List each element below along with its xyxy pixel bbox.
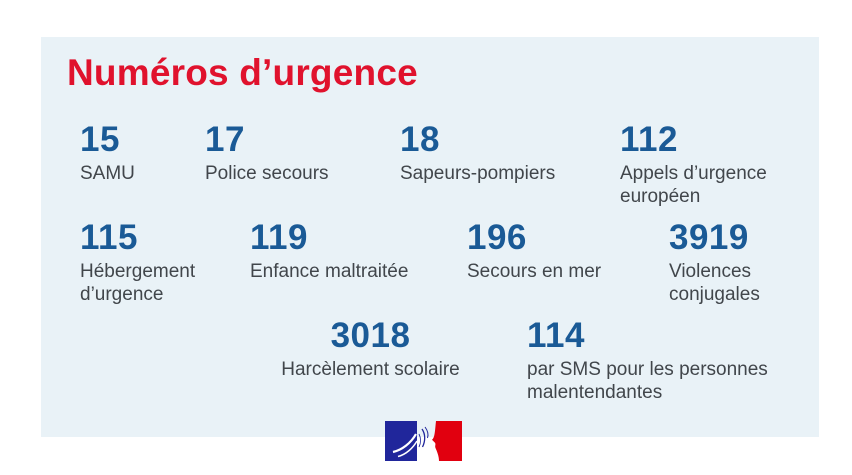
emergency-number: 115 [80,218,138,257]
emergency-number: 18 [400,120,440,159]
french-republic-logo [385,421,462,461]
emergency-number: 3018 [330,316,411,355]
emergency-label: Police secours [205,163,329,184]
emergency-item-enfance: 119 Enfance maltraitée [250,219,408,283]
emergency-number: 196 [467,218,527,257]
emergency-number: 114 [527,316,585,355]
emergency-item-harcelement: 3018 Harcèlement scolaire [277,317,464,381]
emergency-item-urgence-europeen: 112 Appels d’urgence européen [620,121,785,208]
emergency-number: 119 [250,218,308,257]
emergency-number: 15 [80,120,120,159]
emergency-label: Violences conjugales [669,261,760,305]
emergency-number: 3919 [669,218,749,257]
emergency-number: 112 [620,120,678,159]
emergency-label: Secours en mer [467,261,602,282]
emergency-item-hebergement: 115 Hébergement d’urgence [80,219,215,306]
emergency-item-pompiers: 18 Sapeurs-pompiers [400,121,555,185]
infographic-card [41,37,819,437]
emergency-item-police: 17 Police secours [205,121,329,185]
emergency-label: par SMS pour les personnes malentendante… [527,359,768,403]
marianne-flag-icon [385,421,462,461]
emergency-label: Harcèlement scolaire [281,359,460,380]
page-title: Numéros d’urgence [67,52,418,93]
emergency-label: SAMU [80,163,135,184]
emergency-number: 17 [205,120,245,159]
emergency-item-samu: 15 SAMU [80,121,135,185]
emergency-item-violences: 3919 Violences conjugales [669,219,784,306]
emergency-label: Enfance maltraitée [250,261,409,282]
emergency-label: Hébergement d’urgence [80,261,196,305]
emergency-label: Sapeurs-pompiers [400,163,556,184]
emergency-label: Appels d’urgence européen [620,163,767,207]
emergency-item-secours-mer: 196 Secours en mer [467,219,601,283]
emergency-item-sms-malentendants: 114 par SMS pour les personnes malentend… [527,317,772,404]
